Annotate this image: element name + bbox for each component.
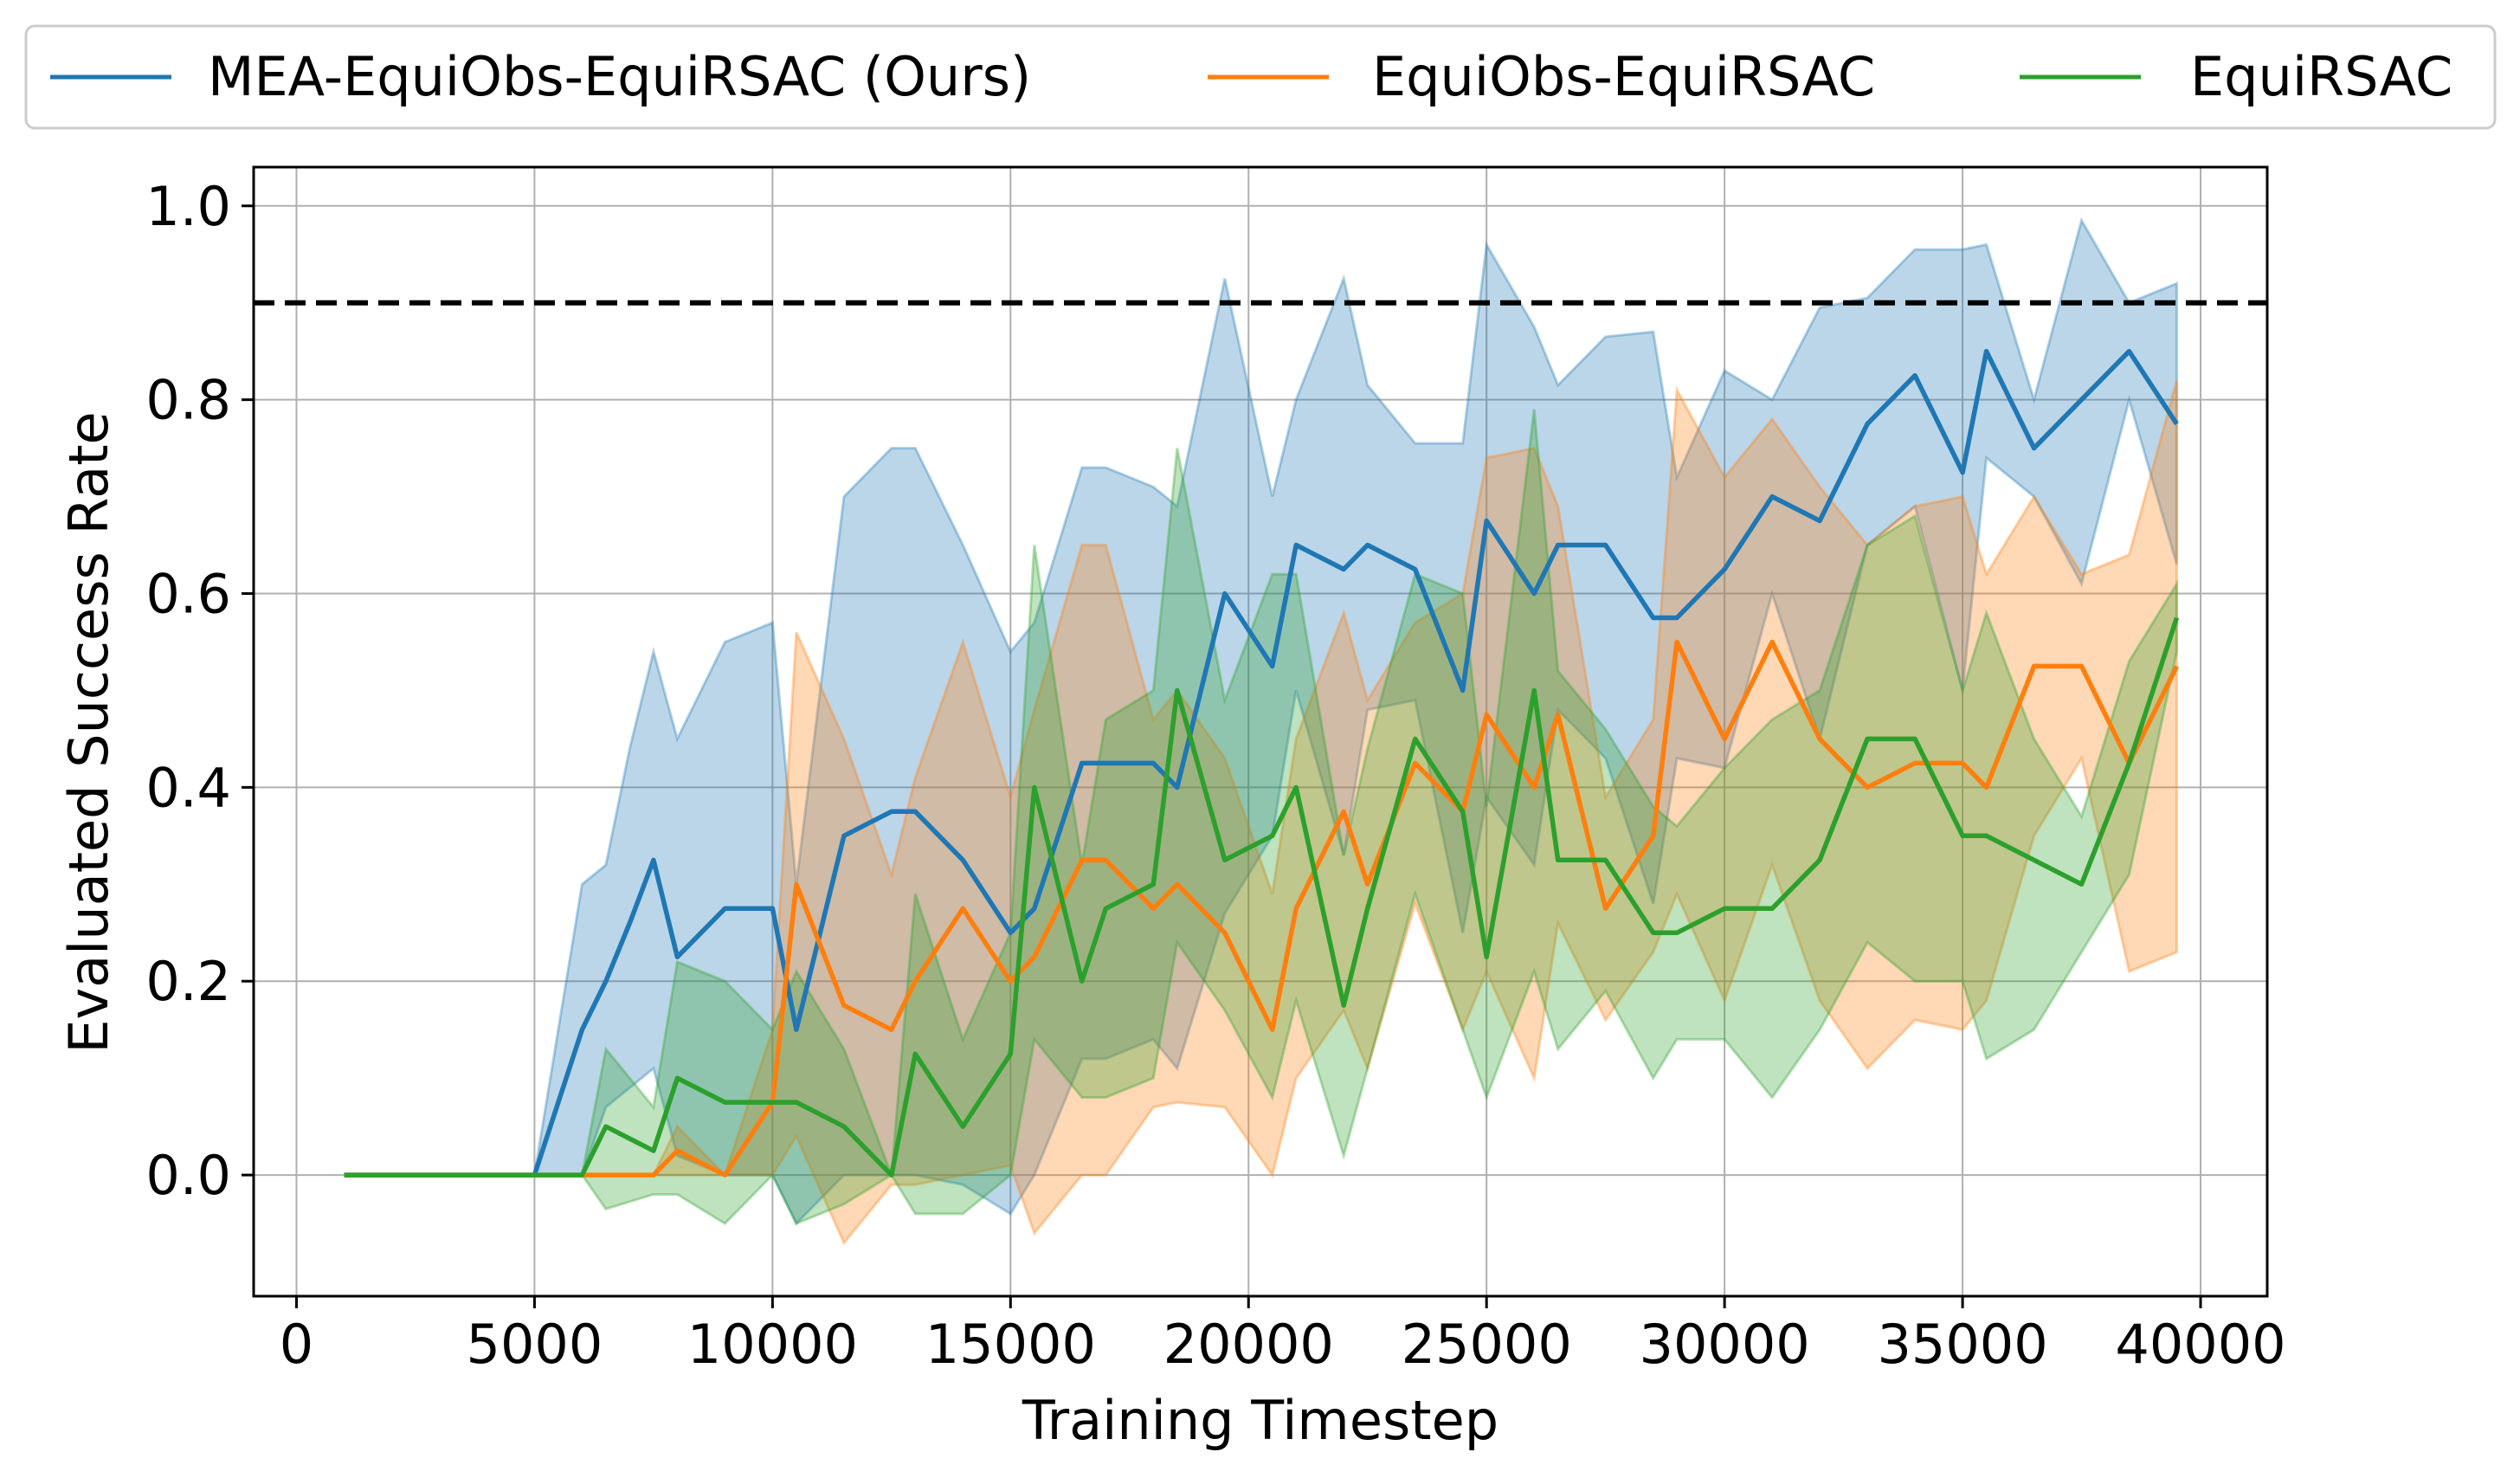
- plot-frame: [252, 165, 2269, 1298]
- x-tick-label-3: 15000: [925, 1313, 1096, 1376]
- y-axis-label: Evaluated Success Rate: [57, 411, 120, 1053]
- x-tick-label-8: 40000: [2115, 1313, 2285, 1376]
- x-tick-label-6: 30000: [1640, 1313, 1810, 1376]
- grid-lines: [254, 167, 2267, 1296]
- legend-label-2: EquiRSAC: [2190, 45, 2452, 108]
- series-line-2: [344, 616, 2180, 1178]
- x-tick-label-1: 5000: [467, 1313, 603, 1376]
- x-tick-label-7: 35000: [1877, 1313, 2047, 1376]
- y-tick-label-3: 0.6: [145, 562, 231, 625]
- series-lines: [344, 348, 2180, 1178]
- x-tick-label-0: 0: [280, 1313, 313, 1376]
- y-tick-label-1: 0.2: [145, 950, 231, 1013]
- y-tick-label-2: 0.4: [145, 756, 231, 819]
- x-axis-label: Training Timestep: [1022, 1389, 1498, 1452]
- x-tick-label-2: 10000: [687, 1313, 858, 1376]
- x-ticks: 0 5000 10000 15000 20000 25000 30000 35000 40000: [280, 1296, 2286, 1376]
- legend: MEA-EquiObs-EquiRSAC (Ours) EquiObs-Equi…: [24, 24, 2497, 130]
- x-tick-label-5: 25000: [1402, 1313, 1572, 1376]
- y-ticks: 0.0 0.2 0.4 0.6 0.8 1.0: [145, 175, 254, 1207]
- y-tick-label-4: 0.8: [145, 369, 231, 432]
- axes-frame: [252, 165, 2269, 1298]
- confidence-bands: [344, 216, 2178, 1246]
- legend-label-1: EquiObs-EquiRSAC: [1372, 45, 1875, 108]
- y-tick-label-5: 1.0: [145, 175, 231, 238]
- y-tick-label-0: 0.0: [145, 1144, 231, 1207]
- legend-label-0: MEA-EquiObs-EquiRSAC (Ours): [208, 45, 1031, 108]
- series-line-1: [344, 639, 2179, 1178]
- x-tick-label-4: 20000: [1163, 1313, 1334, 1376]
- series-line-0: [344, 348, 2179, 1178]
